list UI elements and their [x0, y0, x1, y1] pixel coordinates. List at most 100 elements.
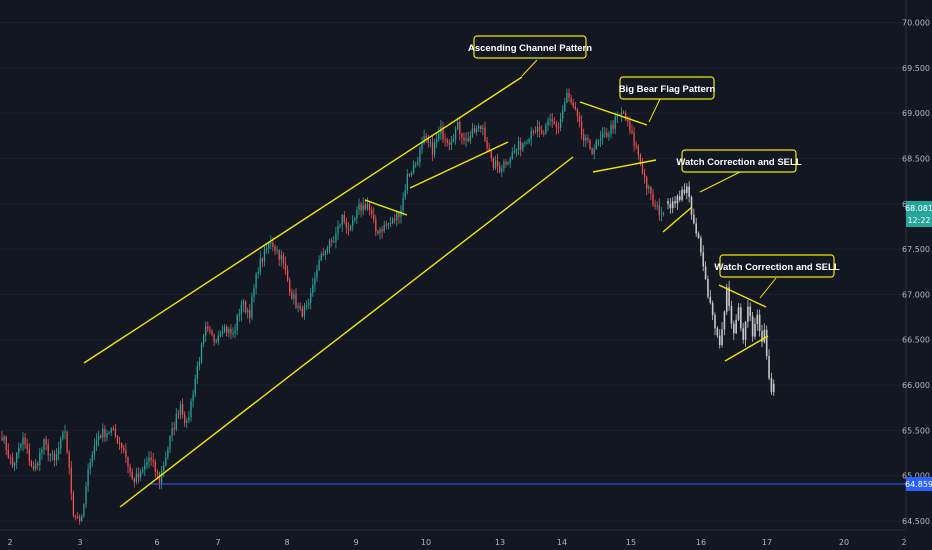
price-axis[interactable]: 64.500 65.000 65.500 66.000 66.500 67.000 67.5… — [902, 19, 930, 526]
callout-big-bear-flag[interactable]: Big Bear Flag Pattern — [619, 76, 716, 123]
candle — [583, 128, 585, 147]
candle — [635, 141, 637, 150]
candle — [758, 309, 761, 337]
candle — [599, 130, 602, 147]
candle — [150, 451, 152, 466]
candle — [654, 199, 656, 210]
candle — [93, 438, 96, 461]
y-tick-label: 69.500 — [902, 64, 930, 73]
callout-ascending-channel[interactable]: Ascending Channel Pattern — [468, 35, 592, 77]
candle — [328, 238, 331, 254]
x-tick-label: 2 — [901, 538, 906, 547]
candle — [585, 134, 587, 148]
x-tick-label: 2 — [7, 538, 12, 547]
candle — [492, 156, 495, 171]
candle — [58, 441, 60, 461]
candle — [728, 280, 730, 311]
candle — [467, 131, 469, 143]
x-tick-label: 10 — [421, 538, 431, 547]
candle — [391, 216, 394, 225]
candle — [26, 438, 28, 455]
candle — [280, 250, 282, 267]
x-tick-label: 16 — [696, 538, 706, 547]
candle — [39, 447, 41, 472]
candle — [693, 208, 695, 225]
x-tick-label: 17 — [762, 538, 772, 547]
candle — [768, 349, 770, 381]
candle — [436, 132, 438, 148]
candle — [695, 217, 697, 237]
callout-watch-correction-1[interactable]: Watch Correction and SELL — [676, 149, 802, 193]
candle — [459, 117, 461, 141]
candle — [431, 135, 434, 161]
candle — [85, 481, 87, 509]
x-tick-label: 9 — [353, 538, 358, 547]
candle — [454, 126, 457, 145]
candle — [515, 148, 518, 157]
callout-watch-correction-2[interactable]: Watch Correction and SELL — [714, 254, 840, 299]
candle — [676, 194, 679, 210]
candle — [205, 321, 207, 343]
candle — [5, 435, 7, 456]
candle — [202, 333, 205, 348]
candle — [28, 443, 30, 466]
candle — [251, 292, 253, 321]
candle — [509, 156, 511, 168]
candle — [72, 490, 75, 518]
candle — [209, 325, 211, 335]
candle — [772, 379, 775, 396]
candle — [274, 244, 276, 256]
candle — [754, 317, 756, 340]
candle — [236, 313, 238, 335]
candle — [125, 443, 127, 464]
candle — [188, 411, 190, 424]
candle — [179, 400, 182, 420]
callout-watch-correction-2-text: Watch Correction and SELL — [714, 262, 839, 273]
candle — [291, 288, 293, 300]
time-axis[interactable]: 2 3 6 7 8 9 10 13 14 15 16 17 20 2 — [7, 538, 906, 547]
candle — [568, 88, 570, 102]
candle — [9, 454, 12, 465]
candle — [261, 257, 264, 268]
trendlines[interactable] — [83, 76, 769, 508]
candle — [625, 110, 627, 122]
candle — [763, 323, 766, 344]
candle — [765, 325, 768, 360]
candle — [278, 249, 280, 266]
candle — [45, 435, 47, 451]
candle — [110, 427, 112, 436]
candle — [257, 267, 259, 279]
candle — [169, 435, 171, 454]
candle — [412, 160, 415, 175]
candle — [524, 140, 526, 147]
candle — [747, 300, 749, 328]
candle — [121, 442, 123, 454]
candle — [22, 431, 24, 452]
candle — [175, 408, 177, 432]
candle — [341, 213, 343, 233]
candle — [148, 451, 150, 468]
candle — [228, 326, 230, 338]
candle — [116, 434, 119, 444]
candle — [3, 434, 5, 444]
candle — [503, 159, 505, 173]
candle — [604, 127, 606, 138]
candle — [595, 138, 597, 150]
candle — [333, 236, 335, 243]
correction-2-bottom-line — [724, 335, 769, 362]
callout-watch-correction-1-text: Watch Correction and SELL — [676, 157, 801, 168]
candle — [244, 300, 247, 314]
candle — [469, 130, 471, 145]
candle — [631, 124, 633, 135]
candle — [247, 307, 249, 319]
candle — [730, 300, 733, 329]
candle — [662, 211, 665, 217]
candle — [62, 430, 64, 441]
candle — [165, 451, 167, 467]
correction-2-top-line — [718, 284, 767, 308]
candle — [496, 153, 499, 173]
y-tick-label: 69.000 — [902, 109, 930, 118]
candle — [534, 126, 537, 134]
candle — [465, 132, 467, 147]
